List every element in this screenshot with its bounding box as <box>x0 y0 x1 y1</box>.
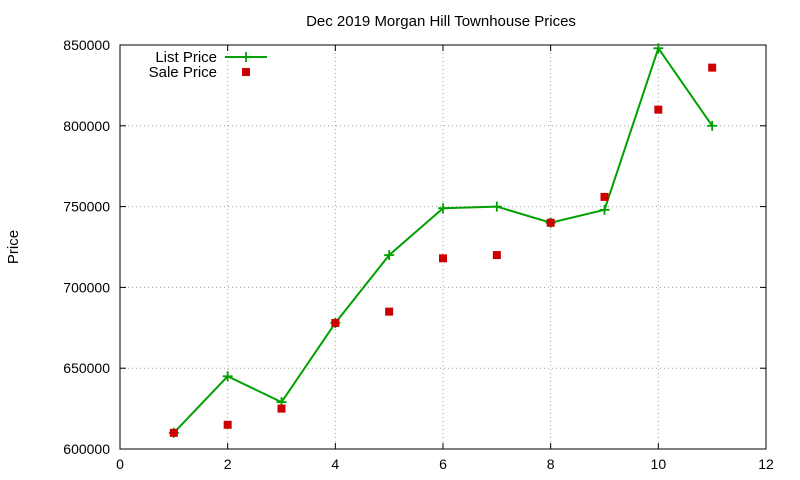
sale-price-point <box>600 192 609 201</box>
sale-price-point <box>385 307 394 316</box>
legend-marker-list-price <box>241 52 251 62</box>
x-tick-label: 10 <box>651 456 667 472</box>
chart-title: Dec 2019 Morgan Hill Townhouse Prices <box>306 13 576 30</box>
x-tick-label: 6 <box>439 456 447 472</box>
x-tick-label: 12 <box>758 456 774 472</box>
list-price-point <box>222 371 233 382</box>
list-price-point <box>384 250 395 261</box>
sale-price-point <box>169 428 178 437</box>
y-tick-label: 750000 <box>63 199 110 215</box>
legend-marker-sale-price <box>242 68 250 76</box>
list-price-point <box>438 203 448 214</box>
sale-price-point <box>492 251 501 260</box>
legend-label-sale-price: Sale Price <box>149 64 217 81</box>
legend-label-list-price: List Price <box>155 49 217 66</box>
sale-price-point <box>546 218 555 227</box>
y-tick-label: 850000 <box>63 37 110 53</box>
list-price-point <box>599 204 610 215</box>
y-tick-label: 800000 <box>63 118 110 134</box>
axes: 600000 650000 700000 750000 800000 850000 0 2 4 6… <box>63 37 774 472</box>
sale-price-point <box>331 318 340 327</box>
plot-area <box>168 43 718 438</box>
sale-price-point <box>277 404 286 413</box>
sale-price-point <box>708 63 717 72</box>
sale-price-point <box>223 420 232 429</box>
x-tick-label: 0 <box>116 456 124 472</box>
y-tick-label: 600000 <box>63 441 110 457</box>
y-tick-label: 650000 <box>63 360 110 376</box>
x-tick-label: 4 <box>331 456 339 472</box>
list-price-point <box>707 120 718 131</box>
y-axis-label: Price <box>5 230 22 264</box>
x-tick-label: 8 <box>547 456 555 472</box>
grid <box>120 45 766 449</box>
y-tick-label: 700000 <box>63 279 110 295</box>
sale-price-point <box>654 105 663 114</box>
x-tick-label: 2 <box>224 456 232 472</box>
sale-price-point <box>439 254 447 263</box>
list-price-point <box>491 201 502 212</box>
plot-frame <box>119 44 767 450</box>
list-price-point <box>653 43 664 54</box>
